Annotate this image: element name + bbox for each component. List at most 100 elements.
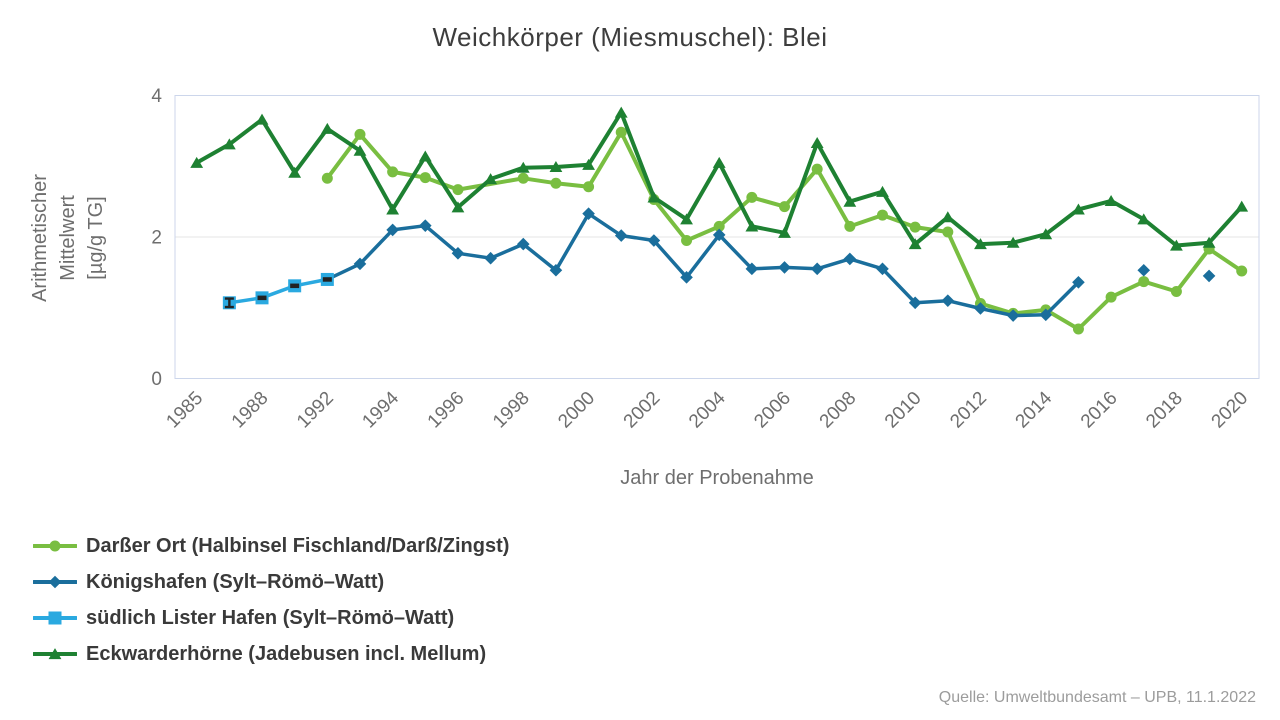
source-note: Quelle: Umweltbundesamt – UPB, 11.1.2022 xyxy=(938,689,1256,706)
triangle-marker[interactable] xyxy=(843,195,857,207)
triangle-marker[interactable] xyxy=(222,138,236,150)
diamond-marker[interactable] xyxy=(353,257,367,271)
circle-marker[interactable] xyxy=(321,172,333,184)
circle-marker[interactable] xyxy=(615,126,627,138)
x-axis-tick-label: 2008 xyxy=(816,388,861,433)
triangle-marker[interactable] xyxy=(908,238,922,250)
triangle-marker[interactable] xyxy=(778,226,791,238)
circle-marker[interactable] xyxy=(452,184,464,196)
diamond-marker[interactable] xyxy=(1202,269,1216,283)
x-axis-tick-label: 2004 xyxy=(685,387,730,432)
circle-marker[interactable] xyxy=(713,220,725,232)
diamond-marker[interactable] xyxy=(418,219,432,232)
triangle-marker[interactable] xyxy=(353,144,367,156)
triangle-marker[interactable] xyxy=(1235,200,1249,212)
triangle-marker[interactable] xyxy=(1170,239,1183,251)
triangle-marker[interactable] xyxy=(582,158,595,170)
circle-marker[interactable] xyxy=(517,172,529,184)
triangle-marker[interactable] xyxy=(386,203,400,215)
diamond-marker[interactable] xyxy=(778,261,791,274)
diamond-marker[interactable] xyxy=(843,252,857,266)
triangle-marker[interactable] xyxy=(255,113,269,125)
circle-marker[interactable] xyxy=(419,172,431,184)
triangle-marker[interactable] xyxy=(1039,228,1053,240)
triangle-marker[interactable] xyxy=(647,191,661,203)
triangle-marker[interactable] xyxy=(876,185,889,197)
circle-marker[interactable] xyxy=(909,221,921,233)
circle-marker[interactable] xyxy=(1072,323,1084,335)
circle-marker[interactable] xyxy=(1236,265,1248,277)
diamond-marker[interactable] xyxy=(745,262,759,276)
x-axis-tick-label: 1998 xyxy=(489,388,534,433)
triangle-marker[interactable] xyxy=(1137,213,1151,225)
triangle-marker[interactable] xyxy=(516,161,530,173)
triangle-marker[interactable] xyxy=(941,211,955,223)
diamond-marker[interactable] xyxy=(810,262,824,276)
x-axis-tick: 2010 xyxy=(881,388,926,433)
circle-marker[interactable] xyxy=(1138,276,1150,288)
legend-item-darsser-ort[interactable]: Darßer Ort (Halbinsel Fischland/Darß/Zin… xyxy=(33,533,509,559)
square-series-icon xyxy=(33,611,77,625)
diamond-marker[interactable] xyxy=(680,271,693,284)
legend-item-suedlich-lister-hafen[interactable]: südlich Lister Hafen (Sylt–Römö–Watt) xyxy=(33,605,509,631)
triangle-marker[interactable] xyxy=(484,173,498,185)
triangle-marker[interactable] xyxy=(974,238,987,250)
diamond-marker[interactable] xyxy=(1039,308,1053,322)
circle-marker[interactable] xyxy=(942,226,954,238)
triangle-marker[interactable] xyxy=(712,156,726,168)
circle-marker[interactable] xyxy=(779,201,791,213)
diamond-marker[interactable] xyxy=(386,223,399,237)
triangle-marker[interactable] xyxy=(190,156,204,168)
x-axis-tick-label: 1996 xyxy=(424,388,469,433)
legend-item-eckwarderhoerne[interactable]: Eckwarderhörne (Jadebusen incl. Mellum) xyxy=(33,641,509,667)
x-axis-tick: 1992 xyxy=(293,388,338,433)
circle-marker[interactable] xyxy=(746,191,758,203)
diamond-marker[interactable] xyxy=(484,251,497,265)
circle-marker[interactable] xyxy=(681,235,693,247)
diamond-marker[interactable] xyxy=(451,246,465,260)
circle-marker[interactable] xyxy=(387,166,399,178)
circle-marker[interactable] xyxy=(1105,291,1117,303)
circle-marker[interactable] xyxy=(844,220,856,232)
diamond-marker[interactable] xyxy=(1006,309,1020,322)
diamond-marker[interactable] xyxy=(876,262,889,276)
diamond-marker[interactable] xyxy=(582,207,595,220)
diamond-marker[interactable] xyxy=(1072,275,1085,289)
triangle-marker[interactable] xyxy=(418,150,432,162)
triangle-marker[interactable] xyxy=(810,137,824,149)
diamond-marker[interactable] xyxy=(1137,263,1151,277)
x-axis-tick: 1988 xyxy=(228,388,273,433)
legend-item-koenigshafen[interactable]: Königshafen (Sylt–Römö–Watt) xyxy=(33,569,509,595)
circle-marker[interactable] xyxy=(876,209,888,221)
diamond-marker[interactable] xyxy=(712,228,726,242)
triangle-marker[interactable] xyxy=(549,161,563,173)
triangle-marker[interactable] xyxy=(1072,203,1085,215)
diamond-marker[interactable] xyxy=(908,296,922,310)
triangle-marker[interactable] xyxy=(614,106,628,118)
diamond-marker[interactable] xyxy=(516,237,530,251)
circle-marker[interactable] xyxy=(583,181,595,193)
x-axis-tick-label: 1992 xyxy=(293,388,338,433)
x-axis-tick: 1985 xyxy=(162,388,207,433)
diamond-marker[interactable] xyxy=(974,302,987,315)
x-axis-tick-label: 2014 xyxy=(1012,387,1057,432)
circle-marker[interactable] xyxy=(550,177,562,189)
triangle-marker[interactable] xyxy=(680,213,693,225)
circle-marker[interactable] xyxy=(1170,285,1182,297)
diamond-marker[interactable] xyxy=(941,294,955,307)
plot-border xyxy=(174,95,1260,379)
diamond-marker[interactable] xyxy=(549,263,563,277)
triangle-marker[interactable] xyxy=(745,220,759,232)
circle-marker[interactable] xyxy=(354,128,366,140)
circle-marker[interactable] xyxy=(811,163,823,175)
triangle-marker[interactable] xyxy=(1202,236,1216,248)
diamond-marker[interactable] xyxy=(614,229,628,242)
diamond-marker[interactable] xyxy=(647,234,661,247)
triangle-marker[interactable] xyxy=(320,122,334,134)
triangle-marker[interactable] xyxy=(1104,195,1118,207)
triangle-marker[interactable] xyxy=(451,201,465,213)
y-axis-tick-label: 0 xyxy=(151,369,162,390)
x-axis-tick: 2008 xyxy=(816,388,861,433)
triangle-marker[interactable] xyxy=(288,166,302,178)
triangle-marker[interactable] xyxy=(1006,236,1020,248)
